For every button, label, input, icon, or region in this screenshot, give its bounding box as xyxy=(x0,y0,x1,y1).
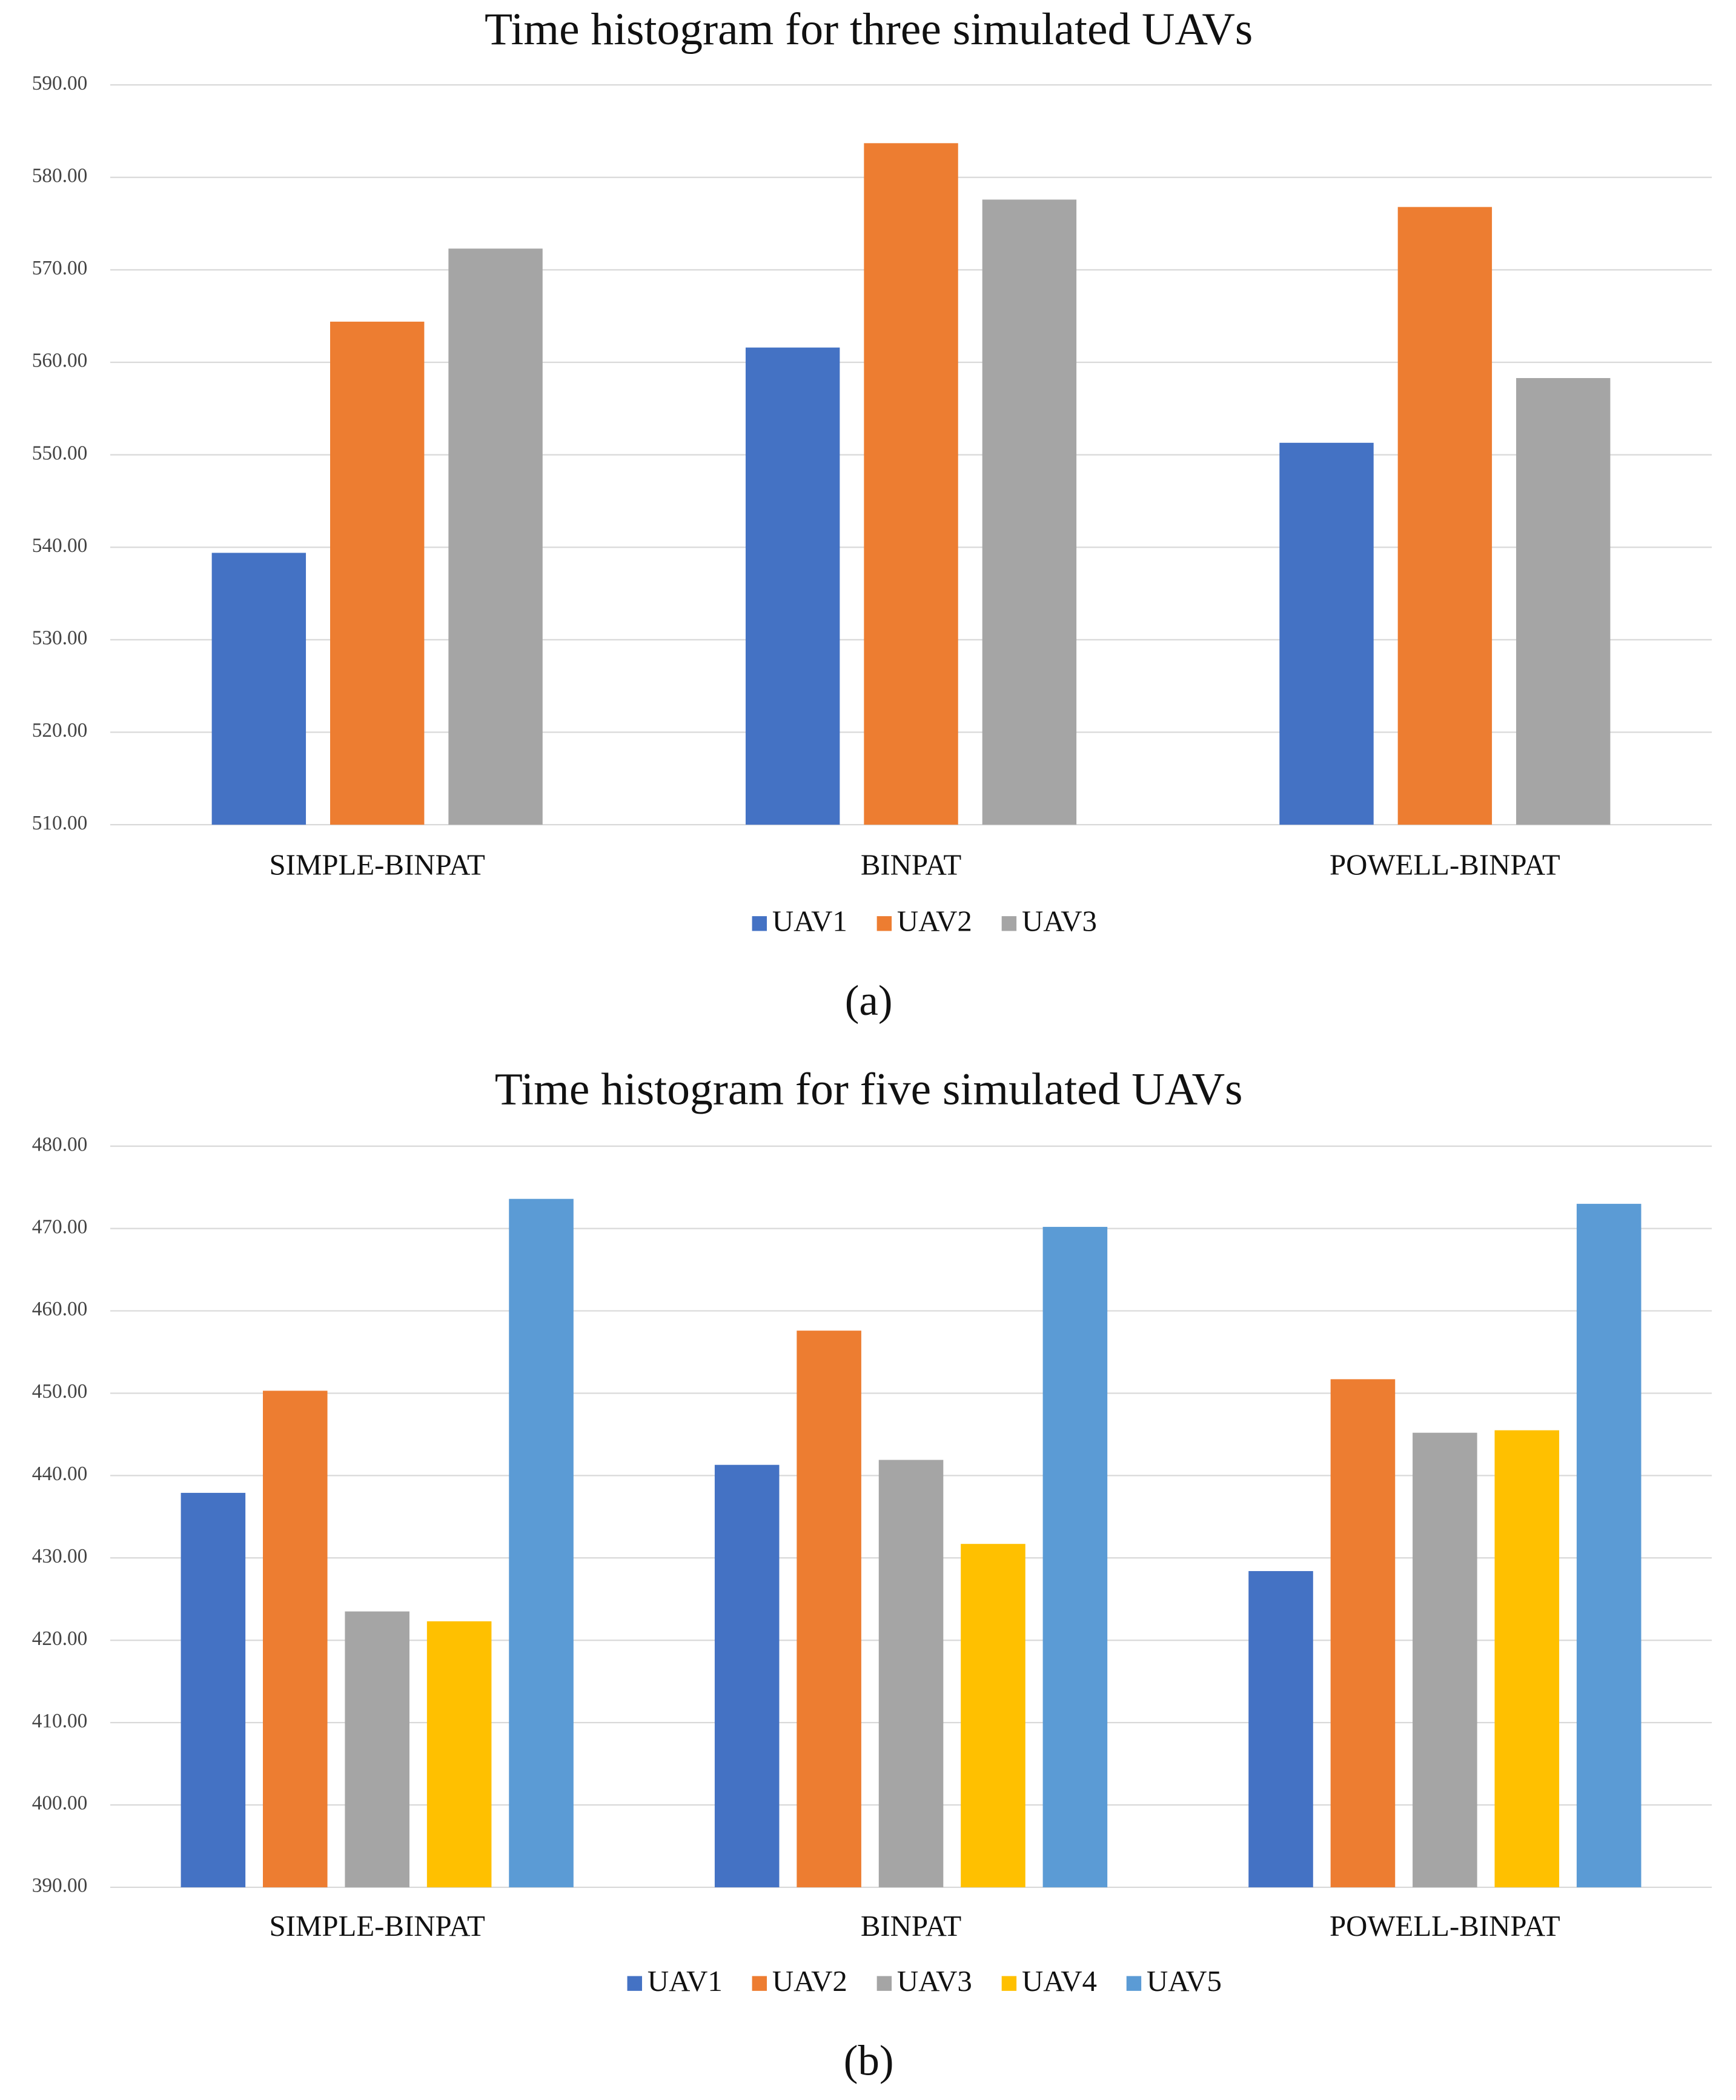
legend-label: UAV1 xyxy=(772,905,847,938)
bar xyxy=(1516,377,1611,825)
x-tick-label: SIMPLE-BINPAT xyxy=(270,1909,486,1942)
y-tick-label: 480.00 xyxy=(32,1133,88,1155)
legend-swatch xyxy=(1001,916,1017,931)
legend-label: UAV5 xyxy=(1147,1964,1222,1998)
y-tick-label: 510.00 xyxy=(32,812,88,834)
legend-label: UAV2 xyxy=(897,905,972,938)
y-tick-label: 400.00 xyxy=(32,1792,88,1815)
legend-label: UAV3 xyxy=(897,1964,972,1998)
chart-title: Time histogram for three simulated UAVs xyxy=(485,4,1253,55)
bar xyxy=(448,248,543,825)
y-tick-label: 410.00 xyxy=(32,1710,88,1732)
legend-swatch xyxy=(1126,1976,1142,1991)
legend-swatch xyxy=(876,1976,892,1991)
bar xyxy=(1494,1430,1560,1887)
bar xyxy=(1042,1226,1108,1887)
caption: (a) xyxy=(845,977,893,1025)
x-tick-label: POWELL-BINPAT xyxy=(1330,848,1560,881)
bar xyxy=(864,143,958,825)
bar xyxy=(263,1391,328,1887)
bar xyxy=(509,1198,574,1887)
bar xyxy=(1413,1432,1477,1887)
y-tick-label: 560.00 xyxy=(32,350,88,372)
y-tick-label: 420.00 xyxy=(32,1627,88,1650)
legend-swatch xyxy=(627,1976,642,1991)
y-tick-label: 460.00 xyxy=(32,1298,88,1320)
y-tick-label: 570.00 xyxy=(32,257,88,279)
bar xyxy=(426,1621,492,1887)
y-tick-label: 520.00 xyxy=(32,719,88,742)
bar xyxy=(181,1492,246,1887)
y-tick-label: 580.00 xyxy=(32,164,88,187)
bar xyxy=(1248,1571,1313,1887)
legend-swatch xyxy=(752,916,767,931)
bar xyxy=(1576,1203,1642,1887)
y-tick-label: 390.00 xyxy=(32,1875,88,1897)
y-tick-label: 590.00 xyxy=(32,72,88,95)
bar xyxy=(345,1611,409,1887)
legend-swatch xyxy=(752,1976,767,1991)
legend-label: UAV1 xyxy=(648,1964,723,1998)
bar xyxy=(330,321,425,825)
bar xyxy=(714,1464,780,1887)
legend-label: UAV2 xyxy=(772,1964,847,1998)
chart-title: Time histogram for five simulated UAVs xyxy=(495,1064,1243,1114)
bar xyxy=(1397,207,1492,825)
y-tick-label: 470.00 xyxy=(32,1215,88,1238)
legend-swatch xyxy=(876,916,892,931)
bar xyxy=(745,347,840,825)
y-tick-label: 430.00 xyxy=(32,1545,88,1567)
y-tick-label: 450.00 xyxy=(32,1380,88,1403)
x-tick-label: BINPAT xyxy=(861,1909,962,1942)
bar xyxy=(982,199,1077,825)
x-tick-label: POWELL-BINPAT xyxy=(1330,1909,1560,1942)
bar xyxy=(961,1544,1025,1887)
y-tick-label: 530.00 xyxy=(32,627,88,650)
bar xyxy=(211,553,306,825)
bar xyxy=(1330,1379,1396,1887)
bar xyxy=(878,1460,944,1887)
bar xyxy=(1279,442,1374,825)
legend-label: UAV3 xyxy=(1022,905,1097,938)
bar xyxy=(797,1331,861,1887)
x-tick-label: BINPAT xyxy=(861,848,962,881)
y-tick-label: 540.00 xyxy=(32,534,88,557)
y-tick-label: 550.00 xyxy=(32,442,88,464)
caption: (b) xyxy=(844,2037,894,2084)
y-tick-label: 440.00 xyxy=(32,1463,88,1485)
legend-swatch xyxy=(1001,1976,1017,1991)
legend-label: UAV4 xyxy=(1022,1964,1097,1998)
x-tick-label: SIMPLE-BINPAT xyxy=(270,848,486,881)
